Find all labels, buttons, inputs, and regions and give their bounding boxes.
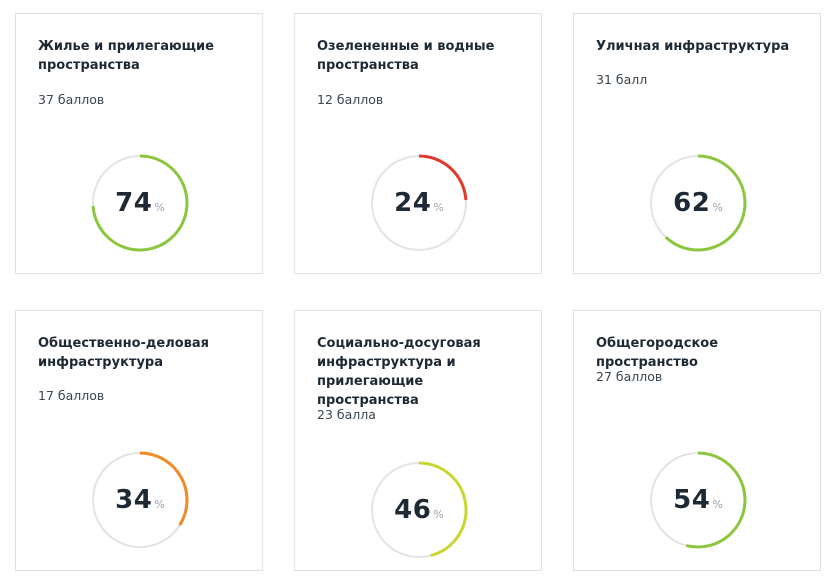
card-score: 17 баллов — [38, 388, 105, 403]
percent-value: 54 — [673, 485, 711, 515]
percent-sign: % — [154, 497, 165, 511]
percent-sign: % — [433, 200, 444, 214]
percent-sign: % — [433, 507, 444, 521]
gauge-value: 62 % — [648, 153, 748, 253]
gauge-arc — [418, 461, 468, 557]
percent-value: 62 — [673, 188, 711, 218]
percent-gauge: 74 % — [90, 153, 190, 253]
gauge-value: 54 % — [648, 450, 748, 550]
percent-sign: % — [712, 200, 723, 214]
percent-value: 24 — [394, 188, 432, 218]
card-score: 37 баллов — [38, 92, 105, 107]
category-card-housing: Жилье и прилегающие пространства 37 балл… — [15, 13, 263, 274]
card-title: Уличная инфраструктура — [596, 39, 790, 54]
category-card-green: Озелененные и водные пространства 12 бал… — [294, 13, 542, 274]
percent-gauge: 34 % — [90, 450, 190, 550]
card-title: Жилье и прилегающие пространства — [38, 39, 214, 73]
gauge-arc — [685, 451, 747, 549]
percent-sign: % — [712, 497, 723, 511]
category-card-business: Общественно-деловая инфраструктура 17 ба… — [15, 310, 263, 571]
percent-sign: % — [154, 200, 165, 214]
gauge-value: 74 % — [90, 153, 190, 253]
card-score: 27 баллов — [596, 369, 663, 384]
card-score: 31 балл — [596, 72, 648, 87]
percent-value: 74 — [115, 188, 153, 218]
gauge-value: 24 % — [369, 153, 469, 253]
percent-gauge: 62 % — [648, 153, 748, 253]
category-card-social: Социально-досуговая инфраструктура и при… — [294, 310, 542, 571]
gauge-value: 34 % — [90, 450, 190, 550]
card-score: 12 баллов — [317, 92, 384, 107]
card-title: Озелененные и водные пространства — [317, 39, 495, 73]
category-card-street: Уличная инфраструктура 31 балл 62 % — [573, 13, 821, 274]
percent-value: 34 — [115, 485, 153, 515]
percent-value: 46 — [394, 495, 432, 525]
gauge-arc — [139, 451, 189, 526]
percent-gauge: 54 % — [648, 450, 748, 550]
card-title: Социально-досуговая инфраструктура и при… — [317, 336, 481, 408]
gauge-arc — [418, 154, 468, 201]
card-score: 23 балла — [317, 407, 376, 422]
gauge-value: 46 % — [369, 460, 469, 560]
percent-gauge: 24 % — [369, 153, 469, 253]
gauge-arc — [91, 154, 189, 252]
card-title: Общегородское пространство — [596, 336, 719, 370]
category-card-city: Общегородское пространство 27 баллов 54 … — [573, 310, 821, 571]
percent-gauge: 46 % — [369, 460, 469, 560]
gauge-arc — [664, 154, 747, 252]
card-title: Общественно-деловая инфраструктура — [38, 336, 210, 370]
